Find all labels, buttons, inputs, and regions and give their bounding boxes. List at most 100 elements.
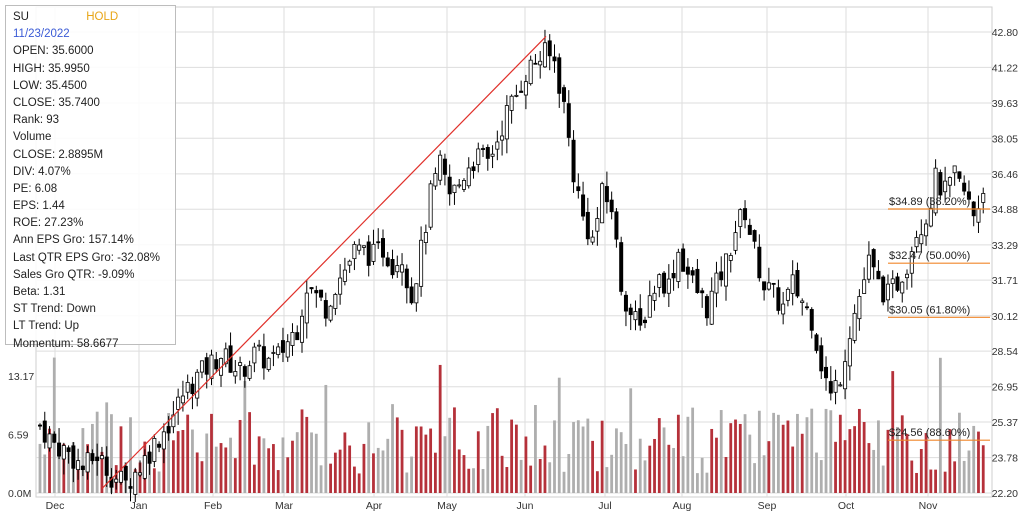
volume-tick-label: 13.17 [8, 371, 34, 383]
candle-body [457, 184, 462, 187]
volume-bar [357, 473, 361, 493]
volume-bar [543, 445, 547, 493]
x-tick-label: Jan [131, 500, 148, 512]
rating-badge: HOLD [86, 11, 119, 23]
candle-body [762, 281, 767, 291]
candle-body [523, 81, 528, 96]
volume-bar [233, 458, 237, 493]
volume-bar [624, 443, 628, 493]
quote-stat: Volume [13, 131, 52, 144]
quote-stat: HIGH: 35.9950 [13, 62, 90, 75]
volume-bar [195, 452, 199, 493]
candle-body [238, 362, 243, 366]
candle-body [204, 357, 209, 375]
quote-stats: OPEN: 35.6000 HIGH: 35.9950 LOW: 35.4500 CL… [13, 43, 175, 352]
volume-bar [886, 429, 890, 493]
volume-bar [953, 461, 957, 493]
volume-bar [176, 431, 180, 493]
volume-bar [81, 428, 85, 493]
candle-body [962, 182, 967, 192]
volume-bar [38, 443, 42, 493]
candle-body [361, 245, 366, 248]
candle-body [723, 253, 728, 287]
quote-stat: CLOSE: 2.8895M [13, 148, 104, 161]
candle-body [66, 447, 71, 452]
candle-body [433, 173, 438, 187]
volume-bar [238, 419, 242, 493]
candle-body [671, 273, 676, 279]
candle-body [752, 230, 757, 242]
volume-bar [472, 468, 475, 493]
volume-bar [248, 412, 252, 493]
volume-bar [581, 426, 585, 493]
volume-bar [376, 447, 380, 493]
candle-body [938, 172, 943, 196]
volume-bar [615, 428, 618, 493]
volume-bar [467, 468, 471, 493]
volume-bar [981, 445, 985, 493]
volume-bar [881, 465, 885, 493]
quote-stat: Momentum: 58.6677 [13, 337, 119, 350]
volume-bar [333, 452, 337, 493]
candle-body [461, 180, 466, 190]
volume-bar [314, 433, 318, 493]
candle-body [328, 305, 333, 321]
candle-body [785, 288, 790, 301]
candle-body [371, 243, 376, 262]
candle-body [862, 279, 867, 294]
volume-bar [353, 466, 356, 493]
candle-body [633, 311, 638, 321]
volume-bar [710, 428, 714, 493]
candle-body [666, 278, 671, 294]
candle-body [338, 277, 343, 295]
candle-body [890, 278, 895, 284]
volume-bar [519, 459, 523, 493]
volume-bar [686, 416, 690, 493]
trendline [101, 36, 547, 489]
quote-stat: Beta: 1.31 [13, 286, 66, 298]
candle-body [504, 105, 509, 140]
candle-body [157, 443, 162, 448]
candle-body [628, 307, 633, 315]
quote-stat: OPEN: 35.6000 [13, 45, 94, 58]
candle-body [495, 141, 500, 150]
quote-date: 11/23/2022 [13, 28, 70, 41]
candle-body [852, 312, 857, 341]
quote-stat: Ann EPS Gro: 157.14% [13, 234, 134, 247]
volume-bar [319, 465, 323, 493]
candle-body [390, 259, 395, 276]
volume-bar [681, 456, 685, 493]
candle-body [195, 371, 200, 399]
candle-body [838, 384, 843, 387]
volume-bar [648, 445, 652, 493]
volume-bar [748, 434, 752, 493]
price-tick-label: 39.63 [992, 98, 1018, 110]
quote-stat: PE: 6.08 [13, 182, 58, 195]
volume-bar [700, 457, 704, 493]
price-tick-label: 26.95 [992, 382, 1018, 394]
price-tick-label: 22.20 [992, 488, 1018, 500]
volume-bar [815, 452, 818, 493]
candle-body [442, 158, 447, 175]
volume-bar [267, 448, 271, 493]
candle-body [57, 442, 62, 457]
quote-stat: EPS: 1.44 [13, 200, 65, 213]
candle-body [123, 465, 128, 481]
volume-bar [138, 462, 142, 493]
volume-bar [924, 433, 928, 493]
volume-bar [210, 413, 213, 493]
candle-body [542, 42, 547, 68]
volume-bar [448, 417, 452, 493]
candle-body [400, 264, 405, 273]
candle-body [795, 270, 800, 297]
quote-stat: Rank: 93 [13, 114, 60, 127]
plot-frame [35, 6, 993, 498]
volume-bar [653, 438, 656, 493]
candle-body [357, 244, 362, 251]
volume-bar [491, 413, 494, 493]
fib-label: $30.05 (61.80%) [889, 304, 970, 316]
volume-bar [905, 433, 909, 493]
candle-body [700, 290, 705, 294]
price-tick-label: 33.29 [992, 240, 1018, 252]
volume-bar [129, 417, 132, 493]
